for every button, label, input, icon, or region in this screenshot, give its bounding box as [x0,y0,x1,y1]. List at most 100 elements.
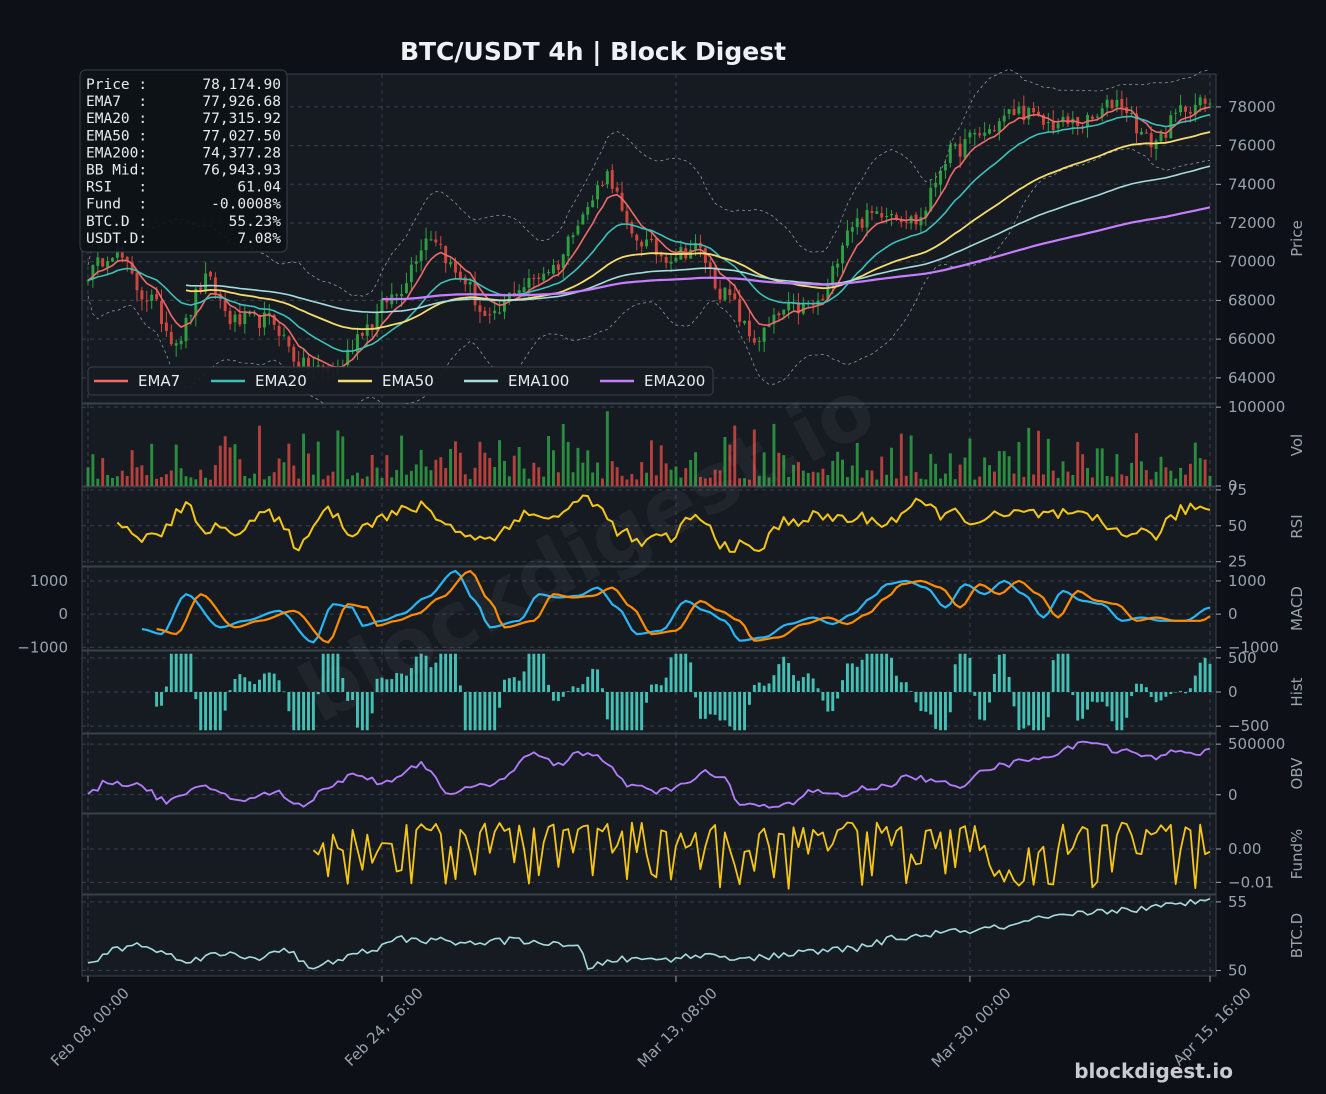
candle-body [934,182,938,188]
candle-body [733,293,737,300]
candle-body [1169,115,1173,139]
volume-bar [904,475,908,486]
histogram-bar [674,653,678,692]
info-value: 55.23% [229,214,282,230]
histogram-bar [253,684,257,692]
volume-bar [189,477,193,486]
info-label: USDT.D: [86,231,147,247]
candle-body [1174,112,1178,114]
volume-bar [282,462,286,486]
candle-body [1144,132,1148,134]
volume-bar [243,475,247,486]
volume-bar [1139,461,1143,486]
panel-rsi-tick-label: 25 [1228,553,1247,571]
volume-bar [596,462,600,486]
volume-bar [988,465,991,486]
candle-body [375,312,379,330]
candle-body [145,300,149,302]
histogram-bar [1159,692,1163,701]
panel-btcd-axis-label: BTC.D [1288,913,1306,958]
volume-bar [135,467,139,486]
obv-line [87,740,1211,809]
histogram-bar [836,692,840,699]
histogram-bar [1179,691,1183,692]
volume-bar [939,478,942,486]
candle-body [899,219,903,223]
volume-bar [468,479,472,486]
volume-bar [600,478,604,486]
legend-frame [87,366,714,396]
volume-bar [1095,448,1099,486]
candle-body [581,214,585,225]
histogram-bar [811,678,815,692]
candle-body [449,262,453,265]
candle-body [199,287,203,290]
volume-bar [248,478,252,486]
volume-bar [463,474,467,486]
candle-body [845,230,849,246]
histogram-bar [218,692,222,731]
volume-bar [664,463,668,486]
candle-body [532,278,536,280]
histogram-bar [1002,653,1006,692]
histogram-bar [792,675,796,692]
histogram-bar [698,692,702,719]
bollinger-upper [87,68,1211,297]
candle-body [880,213,884,218]
volume-bar [395,469,399,486]
histogram-bar [625,692,629,731]
candle-body [96,257,100,266]
volume-bar [478,441,482,486]
histogram-bar [351,692,355,701]
panel-hist: −500 0 500 Hist [81,649,1306,735]
volume-bar [287,443,291,486]
volume-bar [909,435,913,486]
candle-body [498,312,502,314]
candle-body [571,235,575,238]
candle-body [458,271,462,279]
candle-body [1032,108,1036,113]
volume-bar [1071,474,1075,486]
candle-body [1179,105,1183,113]
histogram-bar [424,655,428,692]
volume-bar [1027,427,1031,486]
candle-body [1017,106,1021,114]
candle-body [356,334,359,353]
candle-body [1105,99,1109,108]
btc-dominance-line [87,897,1211,970]
candle-body [405,283,408,293]
histogram-bar [517,680,521,692]
info-label: EMA20 : [86,111,147,127]
panel-obv-frame [81,733,1217,814]
volume-bar [346,479,350,486]
candle-body [463,277,467,285]
panel-fund-tick-label: −0.01 [1228,873,1274,891]
histogram-bar [179,653,183,692]
candle-body [659,253,663,257]
volume-bar [341,436,345,486]
histogram-bar [1017,692,1021,731]
volume-bar [414,464,418,486]
histogram-bar [620,692,624,731]
panel-price-tick-label: 68000 [1228,291,1276,309]
candle-body [605,171,609,185]
candle-body [253,313,257,315]
funding-line [312,821,1211,890]
candle-body [267,313,271,315]
candle-body [184,317,188,342]
histogram-bar [1125,692,1129,718]
candle-body [850,227,854,232]
volume-bar [1193,442,1197,486]
histogram-bar [821,692,825,701]
histogram-bar [1120,692,1124,731]
histogram-bar [806,673,810,692]
histogram-bar [248,681,252,692]
info-value: 77,027.50 [202,128,281,144]
watermark-corner-text: blockdigest.io [1074,1059,1233,1083]
histogram-bar [1051,660,1055,692]
candle-body [654,238,658,256]
volume-bar [914,472,918,486]
candle-body [194,288,198,316]
candle-body [125,256,129,262]
histogram-bar [1081,692,1085,719]
